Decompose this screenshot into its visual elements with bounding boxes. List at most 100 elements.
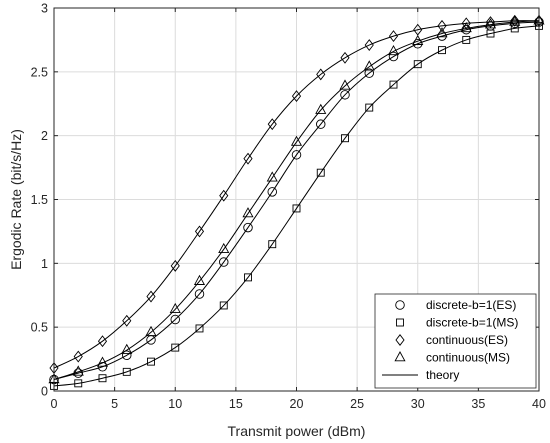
square-marker <box>341 134 349 143</box>
diamond-marker <box>73 350 83 363</box>
diamond-marker <box>388 30 399 43</box>
diamond-marker <box>510 14 520 27</box>
square-marker <box>462 35 471 44</box>
square-marker <box>438 46 446 55</box>
square-marker <box>219 301 228 310</box>
triangle-marker <box>169 302 181 314</box>
theory-line-4 <box>53 20 540 380</box>
triangle-marker <box>315 103 327 114</box>
circle-marker <box>194 289 205 299</box>
triangle-marker <box>363 60 375 71</box>
legend-triangle-icon <box>394 351 406 362</box>
triangle-marker <box>218 242 230 254</box>
diamond-marker <box>485 16 496 28</box>
x-tick-label: 15 <box>229 397 243 411</box>
legend-item: continuous(ES) <box>395 333 508 347</box>
circle-marker <box>291 150 302 160</box>
x-tick-label: 25 <box>350 397 364 411</box>
theory-line-3 <box>53 20 540 369</box>
legend-label: theory <box>426 368 459 382</box>
square-marker <box>244 273 252 282</box>
circle-marker <box>388 51 399 62</box>
y-tick-label: 1.5 <box>31 193 48 207</box>
circle-marker <box>267 187 278 197</box>
square-marker <box>365 103 374 112</box>
triangle-marker <box>339 79 351 90</box>
axis-ticks <box>53 7 540 392</box>
circle-marker <box>364 68 375 78</box>
legend-item: discrete-b=1(MS) <box>396 316 518 330</box>
legend-diamond-icon <box>395 334 405 346</box>
y-tick-label: 2 <box>41 129 48 143</box>
triangle-marker <box>72 365 84 376</box>
triangle-marker <box>242 207 254 218</box>
triangle-marker <box>96 356 109 367</box>
series-4-markers <box>48 14 545 384</box>
square-marker <box>268 240 277 249</box>
square-marker <box>147 357 155 366</box>
circle-marker <box>243 222 253 233</box>
x-axis-title: Transmit power (dBm) <box>228 423 366 439</box>
circle-marker <box>121 350 132 361</box>
x-tick-label: 30 <box>411 397 425 411</box>
diamond-marker <box>340 51 350 64</box>
x-tick-label: 10 <box>168 397 182 411</box>
legend-circle-icon <box>395 300 405 310</box>
square-marker <box>413 60 422 69</box>
x-tick-label: 0 <box>51 397 58 411</box>
diamond-marker <box>219 189 229 202</box>
legend-label: discrete-b=1(ES) <box>426 298 516 312</box>
diamond-marker <box>194 225 205 238</box>
legend: discrete-b=1(ES) discrete-b=1(MS) continuo… <box>374 293 537 389</box>
diamond-marker <box>364 39 374 51</box>
triangle-marker <box>387 44 400 56</box>
triangle-marker <box>509 15 521 26</box>
circle-marker <box>73 368 83 378</box>
square-marker <box>171 343 180 352</box>
triangle-marker <box>145 325 157 337</box>
theory-line-1 <box>53 21 540 380</box>
circle-marker <box>170 314 180 325</box>
diamond-marker <box>461 17 471 30</box>
circle-marker <box>218 257 229 267</box>
diamond-marker <box>122 314 132 327</box>
legend-label: discrete-b=1(MS) <box>426 316 518 330</box>
triangle-marker <box>266 171 278 182</box>
theory-curves <box>53 20 540 387</box>
tick-labels: 0 5 10 15 20 25 30 35 40 0 0.5 1 1.5 2 2.5 3 <box>31 2 546 412</box>
circle-marker <box>97 361 108 372</box>
legend-label: continuous(MS) <box>426 351 510 365</box>
triangle-marker <box>460 21 472 33</box>
triangle-marker <box>193 274 206 285</box>
square-marker <box>195 324 204 333</box>
y-tick-label: 0.5 <box>31 321 48 335</box>
square-marker <box>389 80 398 89</box>
diamond-marker <box>316 68 326 81</box>
theory-line-2 <box>53 25 540 387</box>
diamond-marker <box>437 19 447 32</box>
legend-box <box>374 293 537 389</box>
square-marker <box>292 204 301 213</box>
legend-item: continuous(MS) <box>394 351 510 365</box>
legend-square-icon <box>396 318 404 327</box>
legend-label: continuous(ES) <box>426 333 508 347</box>
y-tick-label: 0 <box>41 385 48 399</box>
triangle-marker <box>121 343 133 354</box>
circle-marker <box>316 119 326 129</box>
x-tick-label: 5 <box>111 397 118 411</box>
triangle-marker <box>484 18 497 29</box>
diamond-marker <box>291 90 302 103</box>
square-marker <box>486 29 495 38</box>
diamond-marker <box>267 118 277 131</box>
y-axis-title: Ergodic Rate (bit/s/Hz) <box>8 129 24 270</box>
y-tick-label: 3 <box>41 2 48 16</box>
x-tick-label: 20 <box>290 397 304 411</box>
x-tick-label: 40 <box>532 397 546 411</box>
diamond-marker <box>146 290 156 303</box>
diamond-marker <box>243 152 253 165</box>
square-marker <box>316 168 325 177</box>
y-tick-label: 2.5 <box>31 65 48 79</box>
triangle-marker <box>290 135 303 146</box>
diamond-marker <box>170 259 180 272</box>
legend-item: discrete-b=1(ES) <box>395 298 516 312</box>
